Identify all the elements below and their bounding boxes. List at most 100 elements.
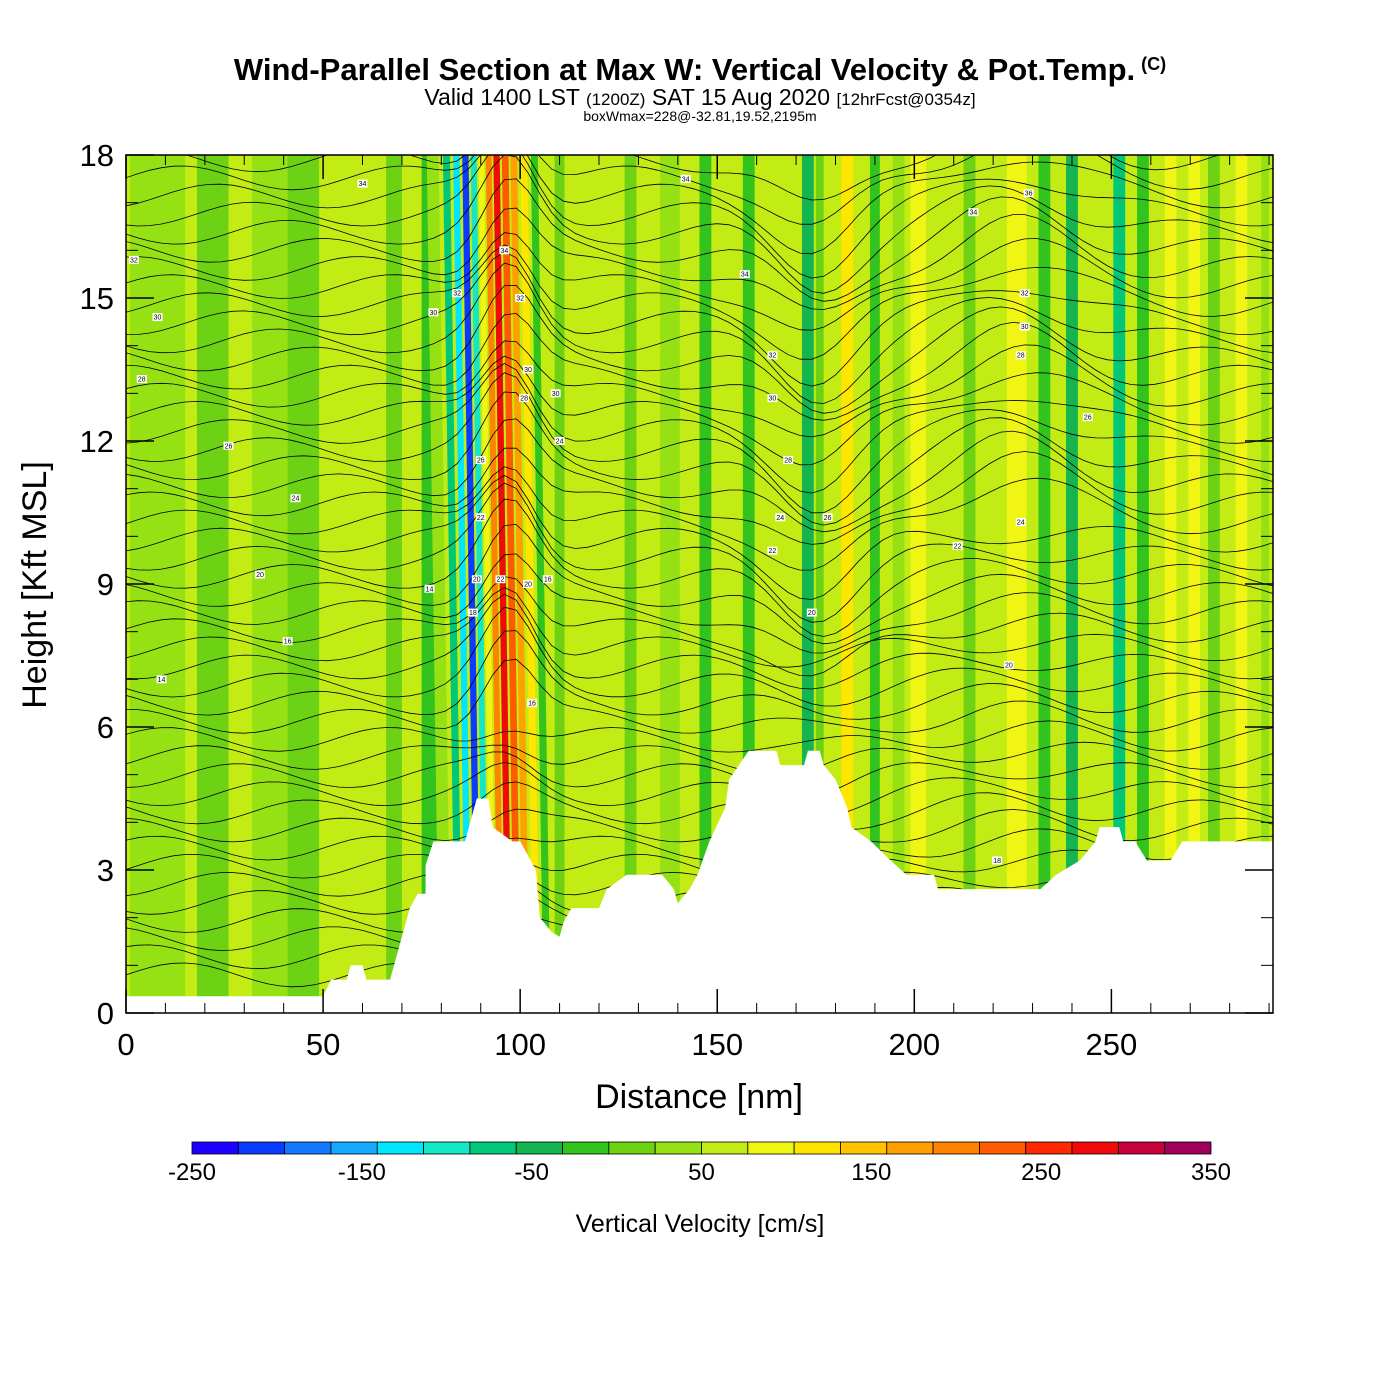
theta-contour — [126, 808, 1273, 843]
contour-label: 20 — [1003, 661, 1014, 670]
velocity-band — [530, 155, 551, 1013]
svg-text:30: 30 — [1021, 324, 1029, 331]
valid-utc: (1200Z) — [585, 90, 646, 109]
y-tick-label: 0 — [97, 996, 114, 1031]
colorbar-swatch — [237, 1141, 286, 1155]
velocity-band — [344, 155, 365, 1013]
contour-label: 30 — [767, 394, 778, 403]
theta-contour — [185, 155, 1221, 201]
x-tick-label: 0 — [117, 1027, 134, 1062]
x-tick-label: 150 — [691, 1027, 743, 1062]
velocity-band — [981, 155, 998, 1013]
y-tick-label: 6 — [97, 710, 114, 745]
theta-contour — [126, 372, 1273, 514]
svg-text:34: 34 — [741, 272, 749, 279]
y-tick-label: 12 — [80, 424, 114, 459]
colorbar-swatch — [1164, 1141, 1212, 1155]
x-tick-label: 200 — [888, 1027, 940, 1062]
colorbar-swatch — [191, 1141, 239, 1155]
theta-contour — [126, 178, 1273, 302]
svg-text:30: 30 — [552, 391, 560, 398]
svg-text:20: 20 — [473, 577, 481, 584]
theta-contour — [126, 363, 1273, 494]
velocity-band — [1164, 155, 1177, 1013]
contour-label: 34 — [680, 174, 691, 183]
velocity-band — [699, 155, 712, 1013]
contour-label: 34 — [357, 179, 368, 188]
contour-label: 20 — [806, 608, 817, 617]
colorbar-tick-label: 150 — [851, 1159, 891, 1186]
contour-label: 22 — [475, 513, 486, 522]
svg-text:14: 14 — [426, 586, 434, 593]
contour-label: 36 — [1023, 189, 1034, 198]
contour-label: 18 — [992, 856, 1003, 865]
contour-label: 28 — [136, 375, 147, 384]
theta-contour — [126, 741, 1273, 775]
colorbar-swatch — [1071, 1141, 1119, 1155]
colorbar-swatch — [515, 1141, 563, 1155]
colorbar-swatch — [886, 1141, 934, 1155]
colorbar-tick-label: -50 — [514, 1159, 549, 1186]
colorbar: -250 -150 -50 50 150 250 350 — [168, 1141, 1231, 1186]
colorbar-swatch — [793, 1141, 841, 1155]
theta-contour — [126, 761, 1273, 817]
theta-contour — [126, 312, 1273, 421]
svg-text:32: 32 — [130, 257, 138, 264]
contour-label: 16 — [282, 637, 293, 646]
colorbar-swatch — [284, 1141, 332, 1155]
svg-text:32: 32 — [1021, 291, 1029, 298]
theta-contour — [126, 355, 1273, 466]
velocity-band — [1188, 155, 1201, 1013]
x-axis-title: Distance [nm] — [595, 1078, 803, 1116]
svg-text:26: 26 — [824, 515, 832, 522]
velocity-band — [442, 155, 463, 1013]
theta-contour — [126, 262, 1273, 404]
contour-label: 30 — [1019, 322, 1030, 331]
velocity-band — [910, 155, 927, 1013]
velocity-band — [937, 155, 954, 1013]
svg-text:22: 22 — [954, 543, 962, 550]
y-tick-label: 9 — [97, 567, 114, 602]
contour-label: 30 — [550, 389, 561, 398]
contour-label: 30 — [428, 308, 439, 317]
copyright-mark: (C) — [1141, 54, 1167, 74]
svg-text:30: 30 — [154, 315, 162, 322]
svg-text:26: 26 — [477, 458, 485, 465]
colorbar-swatch — [932, 1141, 980, 1155]
svg-text:30: 30 — [430, 310, 438, 317]
y-axis-title: Height [Kft MSL] — [16, 461, 54, 709]
colorbar-swatch — [423, 1141, 471, 1155]
svg-text:26: 26 — [1084, 415, 1092, 422]
contour-label: 34 — [739, 270, 750, 279]
contour-label: 24 — [290, 494, 301, 503]
velocity-band — [462, 155, 482, 1013]
velocity-band — [591, 155, 607, 1013]
colorbar-swatch — [840, 1141, 888, 1155]
theta-contour — [126, 391, 1273, 526]
svg-text:26: 26 — [225, 443, 233, 450]
theta-contour — [126, 781, 1273, 831]
svg-text:18: 18 — [469, 610, 477, 617]
contour-label: 24 — [554, 437, 565, 446]
colorbar-swatch — [701, 1141, 749, 1155]
contour-label: 28 — [783, 456, 794, 465]
velocity-band — [252, 155, 292, 1013]
colorbar-swatch — [1025, 1141, 1073, 1155]
velocity-band — [129, 155, 186, 1013]
chart-title: Wind-Parallel Section at Max W: Vertical… — [0, 52, 1400, 88]
velocity-band — [624, 155, 637, 1013]
forecast-info: [12hrFcst@0354z] — [836, 90, 976, 109]
contour-label: 24 — [775, 513, 786, 522]
contour-label: 32 — [128, 255, 139, 264]
velocity-band — [493, 155, 513, 1013]
contour-label: 20 — [523, 580, 534, 589]
contour-label: 24 — [1015, 518, 1026, 527]
svg-text:20: 20 — [808, 610, 816, 617]
velocity-band — [453, 155, 473, 1013]
colorbar-tick-label: 350 — [1191, 1159, 1231, 1186]
contour-label: 22 — [495, 575, 506, 584]
y-tick-label: 15 — [80, 281, 114, 316]
colorbar-swatch — [979, 1141, 1027, 1155]
colorbar-swatch — [562, 1141, 610, 1155]
contour-label: 32 — [1019, 289, 1030, 298]
